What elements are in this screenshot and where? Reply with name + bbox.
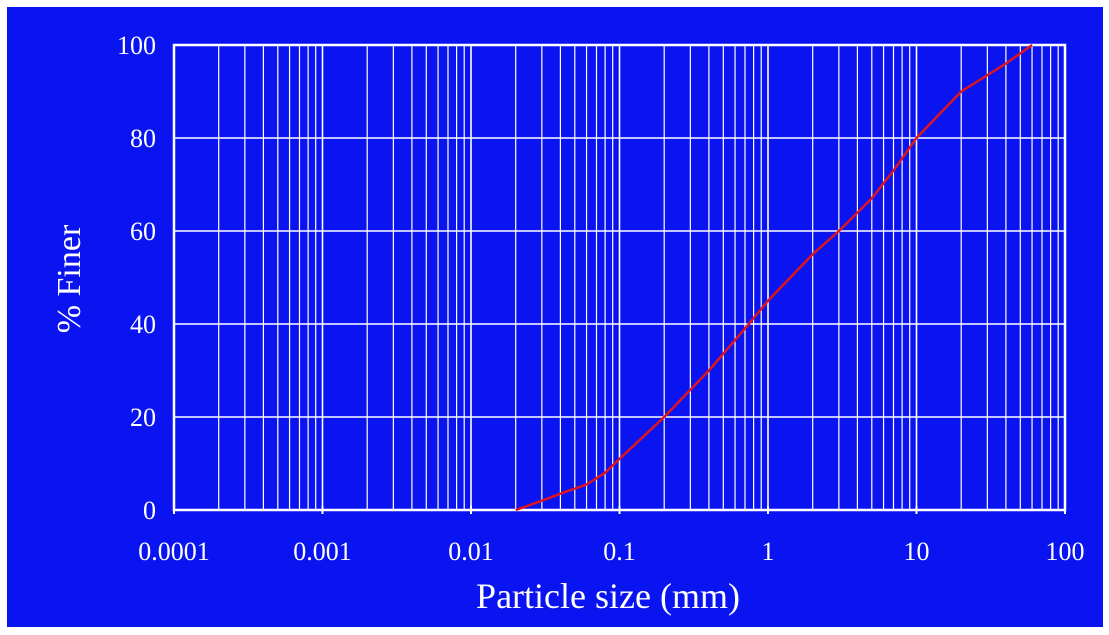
x-tick-label: 0.1 [603,537,636,566]
grading-curve [515,43,1033,512]
plot-frame [172,43,1067,514]
x-tick-label: 0.01 [448,537,494,566]
y-tick-label: 100 [117,31,156,60]
x-tick-label: 0.0001 [138,537,210,566]
y-tick-label: 40 [130,310,156,339]
data-series [515,43,1033,512]
y-tick-label: 0 [143,496,156,525]
x-tick-label: 0.001 [293,537,352,566]
y-tick-label: 20 [130,403,156,432]
x-tick-label: 10 [904,537,930,566]
y-tick-label: 80 [130,124,156,153]
x-tick-label: 1 [762,537,775,566]
x-tick-label: 100 [1046,537,1085,566]
tick-labels: 0.0001 0.001 0.01 0.1 1 10 100 0 20 40 60 80 100 [117,31,1085,566]
y-axis-label: % Finer [51,224,88,333]
x-axis-label: Particle size (mm) [476,576,740,616]
grid-lines [173,44,1065,511]
chart-background [7,7,1103,627]
y-tick-label: 60 [130,217,156,246]
